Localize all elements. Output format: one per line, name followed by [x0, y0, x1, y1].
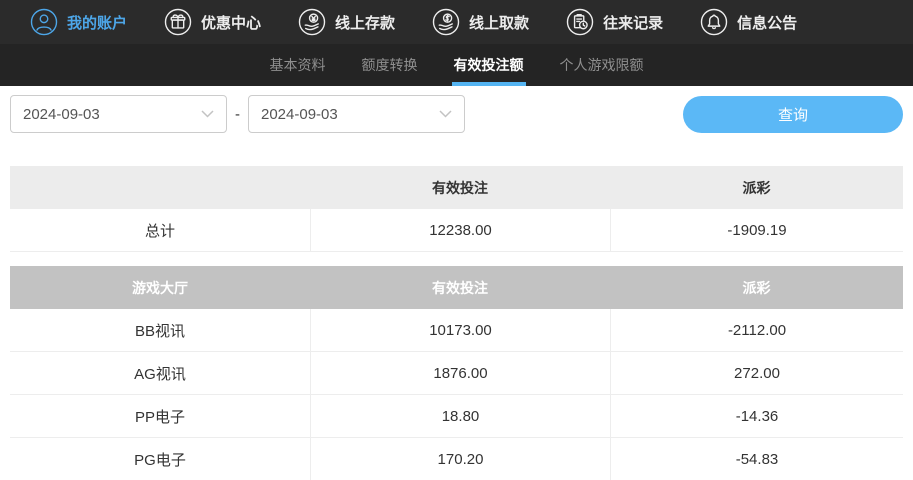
- table-row-bb-video: BB视讯 10173.00 -2112.00: [10, 309, 903, 352]
- date-range-separator: -: [235, 105, 240, 123]
- top-navigation: 我的账户 优惠中心 线上存款 线上取款 往来记录 信息公告: [0, 0, 913, 44]
- topnav-item-label: 线上存款: [335, 14, 396, 32]
- topnav-item-announcements[interactable]: 信息公告: [700, 8, 797, 36]
- header-cell-valid-bets: 有效投注: [432, 179, 488, 196]
- date-filter-bar: 2024-09-03 - 2024-09-03 查询: [10, 95, 903, 133]
- cell-game-hall: PP电子: [134, 408, 185, 426]
- cell-valid-bets: 10173.00: [310, 309, 610, 351]
- tab-quota-transfer[interactable]: 额度转换: [361, 57, 418, 73]
- topnav-item-label: 线上取款: [469, 14, 530, 32]
- records-clipboard-clock-icon: [566, 8, 594, 36]
- header-cell-empty: [10, 166, 310, 209]
- game-hall-table: 游戏大厅 有效投注 派彩 BB视讯 10173.00 -2112.00 AG视讯…: [10, 266, 903, 480]
- topnav-item-label: 信息公告: [737, 14, 798, 32]
- cell-payout: -2112.00: [610, 309, 903, 351]
- chevron-down-icon: [201, 110, 214, 118]
- cell-valid-bets: 18.80: [310, 395, 610, 437]
- account-tab-bar: 基本资料 额度转换 有效投注额 个人游戏限额: [0, 44, 913, 86]
- cell-payout: -54.83: [610, 438, 903, 480]
- topnav-item-withdraw[interactable]: 线上取款: [432, 8, 529, 36]
- topnav-item-label: 优惠中心: [201, 14, 262, 32]
- date-from-select[interactable]: 2024-09-03: [10, 95, 227, 133]
- date-to-select[interactable]: 2024-09-03: [248, 95, 465, 133]
- table-row-pp-slots: PP电子 18.80 -14.36: [10, 395, 903, 438]
- header-cell-payout: 派彩: [742, 179, 771, 196]
- summary-table-header: 有效投注 派彩: [10, 166, 903, 209]
- cell-valid-bets: 12238.00: [310, 209, 610, 251]
- cell-label: 总计: [144, 222, 175, 240]
- user-icon: [30, 8, 58, 36]
- topnav-item-records[interactable]: 往来记录: [566, 8, 663, 36]
- topnav-item-deposit[interactable]: 线上存款: [298, 8, 395, 36]
- header-cell-game-hall: 游戏大厅: [132, 279, 188, 296]
- cell-payout: -14.36: [610, 395, 903, 437]
- topnav-item-label: 我的账户: [67, 14, 128, 32]
- date-to-value: 2024-09-03: [261, 105, 338, 123]
- tab-personal-game-limit[interactable]: 个人游戏限额: [559, 57, 644, 73]
- game-hall-table-header: 游戏大厅 有效投注 派彩: [10, 266, 903, 309]
- cell-game-hall: AG视讯: [134, 365, 186, 383]
- cell-valid-bets: 170.20: [310, 438, 610, 480]
- deposit-hand-coin-icon: [298, 8, 326, 36]
- announcement-bell-icon: [700, 8, 728, 36]
- topnav-item-my-account[interactable]: 我的账户: [30, 8, 127, 36]
- cell-valid-bets: 1876.00: [310, 352, 610, 394]
- topnav-item-label: 往来记录: [603, 14, 664, 32]
- date-from-value: 2024-09-03: [23, 105, 100, 123]
- summary-table: 有效投注 派彩 总计 12238.00 -1909.19: [10, 166, 903, 252]
- cell-game-hall: PG电子: [134, 451, 186, 469]
- cell-payout: 272.00: [610, 352, 903, 394]
- header-cell-valid-bets: 有效投注: [432, 279, 488, 296]
- table-row-ag-video: AG视讯 1876.00 272.00: [10, 352, 903, 395]
- table-row-total: 总计 12238.00 -1909.19: [10, 209, 903, 252]
- tab-valid-bet-amount[interactable]: 有效投注额: [451, 44, 526, 86]
- chevron-down-icon: [439, 110, 452, 118]
- topnav-item-promotions[interactable]: 优惠中心: [164, 8, 261, 36]
- tab-basic-info[interactable]: 基本资料: [269, 57, 326, 73]
- query-button[interactable]: 查询: [683, 95, 903, 133]
- cell-game-hall: BB视讯: [134, 322, 185, 340]
- gift-icon: [164, 8, 192, 36]
- header-cell-payout: 派彩: [742, 279, 771, 296]
- table-row-pg-slots: PG电子 170.20 -54.83: [10, 438, 903, 480]
- withdraw-hand-coin-icon: [432, 8, 460, 36]
- cell-payout: -1909.19: [610, 209, 903, 251]
